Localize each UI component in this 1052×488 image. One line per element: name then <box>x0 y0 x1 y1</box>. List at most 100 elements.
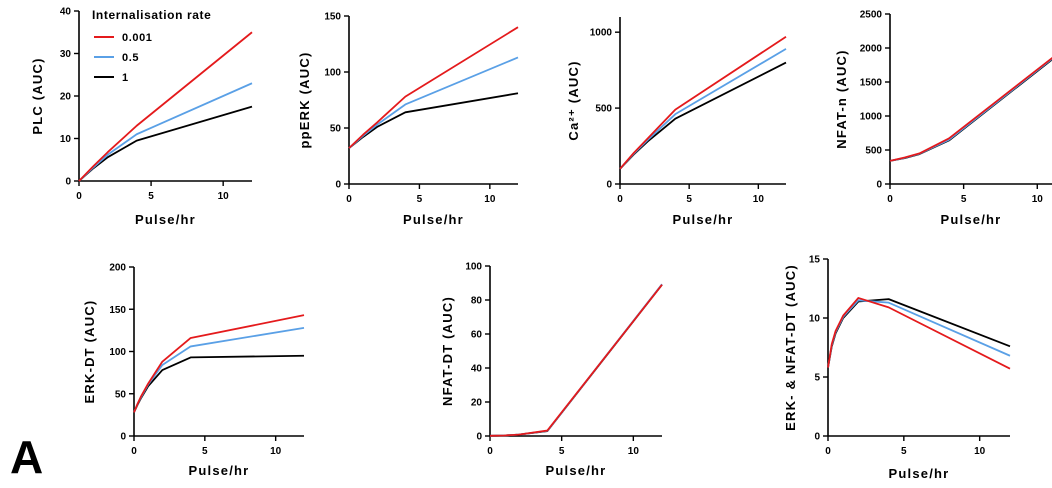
x-tick-label: 5 <box>686 194 692 205</box>
y-tick-label: 0 <box>814 432 820 443</box>
y-tick-label: 0 <box>65 177 71 188</box>
series-line-0.5 <box>133 326 305 413</box>
y-tick-label: 200 <box>109 263 126 274</box>
y-tick-label: 20 <box>60 92 72 103</box>
y-tick-label: 0 <box>606 180 612 191</box>
series-line-0.001 <box>827 297 1011 370</box>
chart-erk-dt: 0 50 100 150 200 0 5 10 Pulse/hr ERK-DT (AUC) <box>82 263 305 478</box>
y-tick-label: 2000 <box>860 44 883 55</box>
series-line-0.001 <box>489 284 663 437</box>
y-tick-label: 0 <box>335 180 341 191</box>
y-tick-label: 1000 <box>860 112 883 123</box>
y-tick-label: 0 <box>120 432 126 443</box>
x-tick-label: 0 <box>825 446 831 457</box>
y-tick-label: 50 <box>115 389 127 400</box>
series-line-0.5 <box>889 57 1052 162</box>
series-line-0.001 <box>619 35 787 170</box>
x-tick-label: 5 <box>417 194 423 205</box>
series-line-0.5 <box>619 48 787 170</box>
y-tick-label: 20 <box>471 398 483 409</box>
x-tick-label: 5 <box>148 191 154 202</box>
series-line-1 <box>348 92 519 149</box>
y-tick-label: 500 <box>595 104 612 115</box>
series-line-0.001 <box>348 26 519 149</box>
series-line-1 <box>619 61 787 170</box>
x-tick-label: 0 <box>887 194 893 205</box>
y-axis-title: NFAT-n (AUC) <box>834 49 849 148</box>
x-axis-title: Pulse/hr <box>189 463 250 478</box>
legend-label: 0.001 <box>122 32 153 44</box>
legend-label: 0.5 <box>122 52 139 64</box>
chart-nfat-n: 0 500 1000 1500 2000 2500 0 5 10 Pulse/hr NFAT-n (… <box>834 10 1052 227</box>
chart-ca: 0 500 1000 0 5 10 Pulse/hr Ca²⁺ (AUC) <box>566 17 787 227</box>
series-line-1 <box>133 354 305 413</box>
panel-label: A <box>10 431 44 483</box>
y-tick-label: 100 <box>324 68 341 79</box>
chart-pperk: 0 50 100 150 0 5 10 Pulse/hr ppERK (AUC) <box>297 12 519 227</box>
legend-title: Internalisation rate <box>92 8 211 22</box>
chart-plc: 0 10 20 30 40 0 5 10 Pulse/hr PLC (AUC) <box>30 7 253 227</box>
x-tick-label: 0 <box>487 446 493 457</box>
series-line-1 <box>889 58 1052 162</box>
y-axis-title: NFAT-DT (AUC) <box>440 296 455 406</box>
y-tick-label: 50 <box>330 124 342 135</box>
x-tick-label: 10 <box>218 191 230 202</box>
series-line-1 <box>827 298 1011 368</box>
y-tick-label: 100 <box>109 347 126 358</box>
y-axis-title: ERK-DT (AUC) <box>82 300 97 404</box>
y-tick-label: 15 <box>809 255 821 266</box>
series-line-0.5 <box>348 56 519 149</box>
y-tick-label: 5 <box>814 373 820 384</box>
y-tick-label: 10 <box>809 314 821 325</box>
y-tick-label: 40 <box>60 7 72 18</box>
x-tick-label: 10 <box>1032 194 1044 205</box>
x-tick-label: 5 <box>202 446 208 457</box>
series-line-0.001 <box>78 31 253 182</box>
y-tick-label: 60 <box>471 330 483 341</box>
x-tick-label: 0 <box>131 446 137 457</box>
y-tick-label: 1500 <box>860 78 883 89</box>
x-axis-title: Pulse/hr <box>673 212 734 227</box>
y-tick-label: 1000 <box>590 28 613 39</box>
y-tick-label: 500 <box>865 146 882 157</box>
x-axis-title: Pulse/hr <box>135 212 196 227</box>
x-axis-title: Pulse/hr <box>889 466 950 481</box>
x-tick-label: 0 <box>76 191 82 202</box>
y-tick-label: 2500 <box>860 10 883 21</box>
series-line-1 <box>78 105 253 182</box>
x-tick-label: 0 <box>346 194 352 205</box>
series-line-1 <box>489 284 663 437</box>
y-axis-title: PLC (AUC) <box>30 57 45 134</box>
legend: Internalisation rate 0.001 0.5 1 <box>92 8 211 84</box>
y-tick-label: 150 <box>324 12 341 23</box>
x-tick-label: 5 <box>901 446 907 457</box>
x-axis-title: Pulse/hr <box>941 212 1002 227</box>
y-tick-label: 80 <box>471 296 483 307</box>
y-tick-label: 100 <box>465 262 482 273</box>
x-tick-label: 10 <box>484 194 496 205</box>
x-tick-label: 5 <box>559 446 565 457</box>
y-tick-label: 0 <box>476 432 482 443</box>
x-tick-label: 10 <box>753 194 765 205</box>
x-tick-label: 10 <box>270 446 282 457</box>
y-tick-label: 40 <box>471 364 483 375</box>
chart-nfat-dt: 0 20 40 60 80 100 0 5 10 Pulse/hr NFAT-DT (AUC) <box>440 262 663 478</box>
y-tick-label: 0 <box>876 180 882 191</box>
series-line-0.001 <box>133 314 305 413</box>
x-tick-label: 5 <box>961 194 967 205</box>
y-axis-title: ERK- & NFAT-DT (AUC) <box>783 264 798 431</box>
x-tick-label: 0 <box>617 194 623 205</box>
series-line-0.5 <box>489 283 663 437</box>
x-tick-label: 10 <box>974 446 986 457</box>
y-tick-label: 150 <box>109 305 126 316</box>
x-axis-title: Pulse/hr <box>546 463 607 478</box>
x-tick-label: 10 <box>628 446 640 457</box>
legend-label: 1 <box>122 72 129 84</box>
y-axis-title: Ca²⁺ (AUC) <box>566 60 581 140</box>
y-tick-label: 10 <box>60 134 72 145</box>
x-axis-title: Pulse/hr <box>403 212 464 227</box>
chart-erk-nfat-dt: 0 5 10 15 0 5 10 Pulse/hr ERK- & NFAT-DT (AUC) <box>783 255 1011 481</box>
series-line-0.001 <box>889 56 1052 162</box>
y-axis-title: ppERK (AUC) <box>297 52 312 149</box>
